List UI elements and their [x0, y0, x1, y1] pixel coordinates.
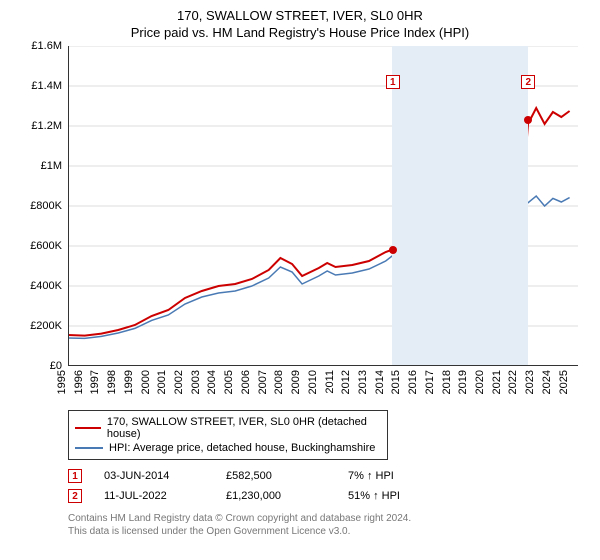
marker-table-date: 03-JUN-2014: [104, 470, 204, 482]
y-tick-label: £800K: [30, 200, 68, 212]
y-tick-label: £200K: [30, 320, 68, 332]
x-tick-label: 1996: [72, 370, 84, 394]
chart-title: 170, SWALLOW STREET, IVER, SL0 0HR: [12, 8, 588, 23]
x-tick-label: 1995: [56, 370, 68, 394]
marker-table-row: 1 03-JUN-2014 £582,500 7% ↑ HPI: [68, 466, 588, 486]
x-tick-label: 2025: [557, 370, 569, 394]
attribution: Contains HM Land Registry data © Crown c…: [68, 512, 588, 538]
x-tick-label: 2002: [173, 370, 185, 394]
x-tick-label: 2022: [507, 370, 519, 394]
attribution-line-1: Contains HM Land Registry data © Crown c…: [68, 512, 588, 525]
x-tick-label: 2018: [440, 370, 452, 394]
x-tick-label: 2015: [390, 370, 402, 394]
legend-row: 170, SWALLOW STREET, IVER, SL0 0HR (deta…: [75, 415, 381, 441]
plot-area: £0£200K£400K£600K£800K£1M£1.2M£1.4M£1.6M…: [68, 46, 578, 366]
legend-swatch: [75, 427, 101, 429]
x-tick-label: 2017: [424, 370, 436, 394]
y-tick-label: £1.2M: [31, 120, 68, 132]
marker-dot-1: [389, 246, 397, 254]
x-tick-label: 1999: [123, 370, 135, 394]
x-tick-label: 2013: [357, 370, 369, 394]
marker-table-key: 2: [68, 489, 82, 503]
marker-box-2: 2: [521, 75, 535, 89]
y-tick-label: £1.4M: [31, 80, 68, 92]
marker-table-price: £1,230,000: [226, 490, 326, 502]
x-tick-label: 1998: [106, 370, 118, 394]
x-tick-label: 2012: [340, 370, 352, 394]
marker-table-date: 11-JUL-2022: [104, 490, 204, 502]
x-tick-label: 2001: [156, 370, 168, 394]
x-tick-label: 2011: [324, 370, 336, 394]
x-tick-label: 2023: [524, 370, 536, 394]
marker-table-key: 1: [68, 469, 82, 483]
marker-table-row: 2 11-JUL-2022 £1,230,000 51% ↑ HPI: [68, 486, 588, 506]
x-tick-label: 2020: [474, 370, 486, 394]
marker-table-price: £582,500: [226, 470, 326, 482]
legend: 170, SWALLOW STREET, IVER, SL0 0HR (deta…: [68, 410, 388, 460]
x-tick-label: 2021: [491, 370, 503, 394]
plot-border: [68, 46, 578, 366]
chart-area: £0£200K£400K£600K£800K£1M£1.2M£1.4M£1.6M…: [12, 46, 588, 406]
marker-table: 1 03-JUN-2014 £582,500 7% ↑ HPI 2 11-JUL-2022…: [68, 466, 588, 506]
chart-subtitle: Price paid vs. HM Land Registry's House …: [12, 25, 588, 40]
attribution-line-2: This data is licensed under the Open Gov…: [68, 525, 588, 538]
marker-table-pct: 7% ↑ HPI: [348, 470, 448, 482]
marker-table-pct: 51% ↑ HPI: [348, 490, 448, 502]
x-tick-label: 2006: [240, 370, 252, 394]
y-tick-label: £600K: [30, 240, 68, 252]
x-tick-label: 2024: [541, 370, 553, 394]
x-tick-label: 2009: [290, 370, 302, 394]
x-tick-label: 2019: [457, 370, 469, 394]
x-tick-label: 2005: [223, 370, 235, 394]
y-tick-label: £400K: [30, 280, 68, 292]
x-tick-label: 2000: [139, 370, 151, 394]
legend-label: HPI: Average price, detached house, Buck…: [109, 442, 375, 454]
legend-label: 170, SWALLOW STREET, IVER, SL0 0HR (deta…: [107, 416, 381, 440]
legend-row: HPI: Average price, detached house, Buck…: [75, 441, 381, 455]
x-tick-label: 2016: [407, 370, 419, 394]
x-tick-label: 2003: [190, 370, 202, 394]
x-tick-label: 2014: [373, 370, 385, 394]
x-tick-label: 1997: [89, 370, 101, 394]
x-tick-label: 2010: [307, 370, 319, 394]
y-tick-label: £1.6M: [31, 40, 68, 52]
marker-box-1: 1: [386, 75, 400, 89]
marker-dot-2: [524, 116, 532, 124]
y-tick-label: £1M: [41, 160, 68, 172]
x-tick-label: 2008: [273, 370, 285, 394]
x-tick-label: 2007: [256, 370, 268, 394]
legend-swatch: [75, 447, 103, 449]
x-tick-label: 2004: [206, 370, 218, 394]
